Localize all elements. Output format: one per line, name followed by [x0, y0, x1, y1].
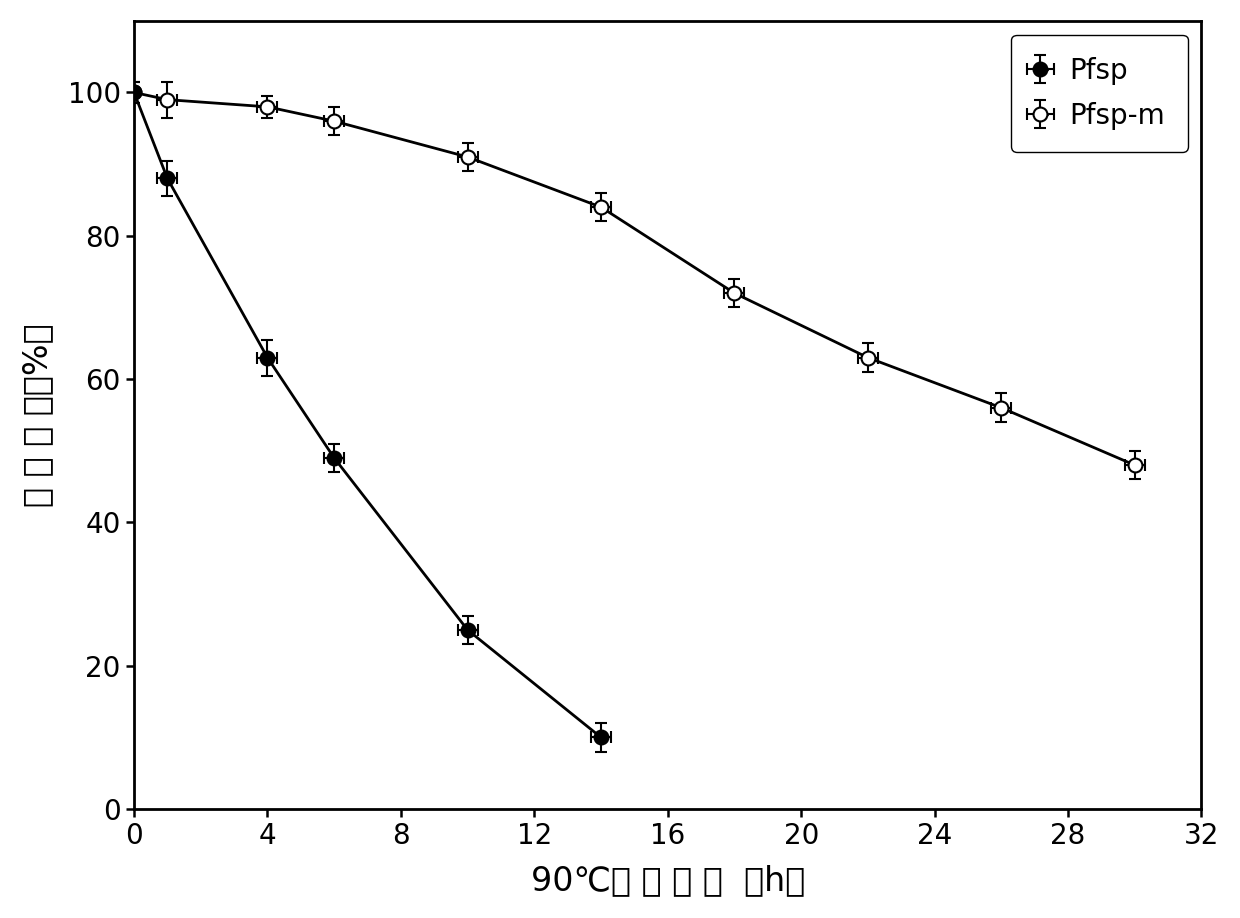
X-axis label: 90℃保 温 时 间  （h）: 90℃保 温 时 间 （h）	[531, 864, 805, 897]
Legend: Pfsp, Pfsp-m: Pfsp, Pfsp-m	[1012, 35, 1188, 151]
Y-axis label: 相 对 酶 活（%）: 相 对 酶 活（%）	[21, 323, 53, 507]
